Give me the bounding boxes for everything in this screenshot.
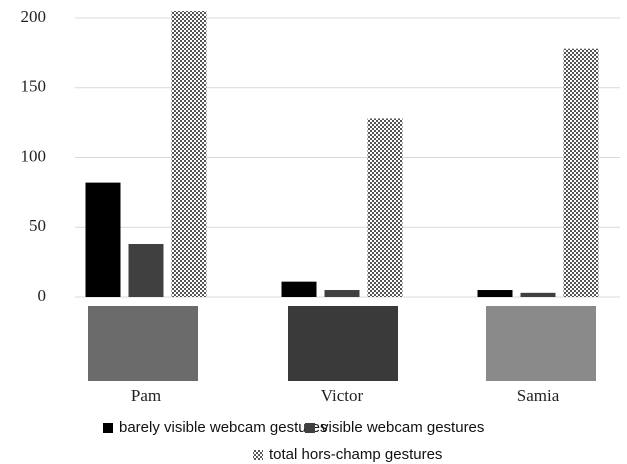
legend-swatch xyxy=(305,423,315,433)
y-tick-label: 200 xyxy=(21,7,47,26)
bar xyxy=(324,290,360,297)
x-tick-label: Victor xyxy=(321,386,364,405)
x-tick-label: Samia xyxy=(517,386,560,405)
legend-label: visible webcam gestures xyxy=(321,419,484,436)
photo xyxy=(486,306,596,381)
y-tick-label: 0 xyxy=(38,286,47,305)
bar xyxy=(171,11,207,298)
legend-label: total hors-champ gestures xyxy=(269,446,442,463)
bar xyxy=(281,281,317,297)
legend-swatch xyxy=(253,450,263,460)
y-tick-label: 50 xyxy=(29,216,46,235)
x-tick-label: Pam xyxy=(131,386,161,405)
bar xyxy=(477,290,513,297)
photo xyxy=(88,306,198,381)
photo xyxy=(288,306,398,381)
y-tick-label: 150 xyxy=(21,77,47,96)
legend-swatch xyxy=(103,423,113,433)
legend-label: barely visible webcam gestures xyxy=(119,419,327,436)
bar xyxy=(128,243,164,297)
y-tick-label: 100 xyxy=(21,146,47,165)
bar xyxy=(367,118,403,297)
bar xyxy=(85,182,121,297)
bar xyxy=(563,48,599,297)
bar xyxy=(520,292,556,297)
